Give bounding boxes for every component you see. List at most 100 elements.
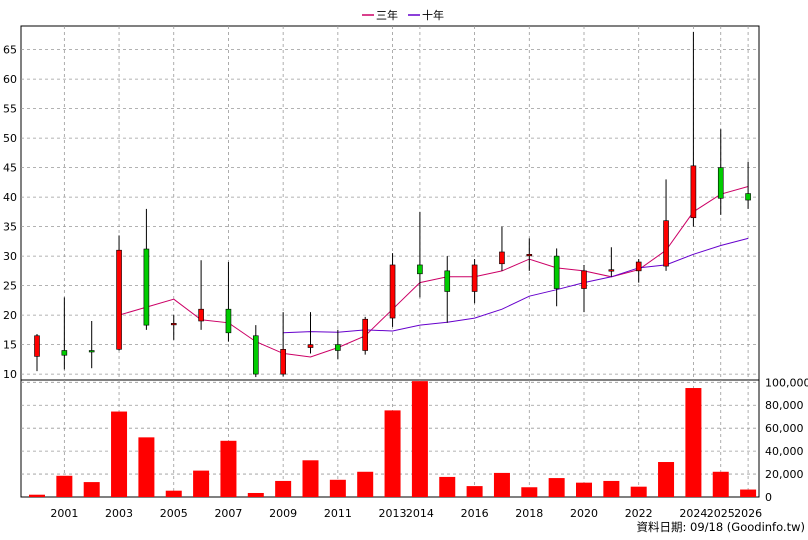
candle-body bbox=[389, 264, 396, 319]
volume-bar bbox=[220, 440, 237, 497]
x-tick-label: 2024 bbox=[679, 507, 707, 520]
candle-body bbox=[444, 270, 451, 292]
volume-y-axis: 0 20,000 40,000 60,000 80,000 100,000 bbox=[765, 376, 808, 504]
volume-bar bbox=[138, 437, 155, 497]
volume-bar bbox=[111, 411, 128, 497]
price-tick-label: 65 bbox=[3, 44, 17, 57]
volume-bar bbox=[411, 381, 428, 497]
candlesticks bbox=[34, 31, 751, 378]
volume-bar bbox=[603, 480, 620, 497]
volume-bar bbox=[193, 470, 210, 497]
price-grid bbox=[21, 26, 759, 380]
candle-body bbox=[61, 350, 68, 356]
volume-bar bbox=[275, 480, 292, 497]
x-tick-label: 2014 bbox=[406, 507, 434, 520]
volume-tick-label: 40,000 bbox=[765, 445, 804, 458]
x-tick-label: 2022 bbox=[625, 507, 653, 520]
x-tick-label: 2007 bbox=[214, 507, 242, 520]
candle-body bbox=[526, 254, 533, 257]
x-tick-label: 2003 bbox=[105, 507, 133, 520]
source-note: 資料日期: 09/18 (Goodinfo.tw) bbox=[636, 520, 805, 534]
candle-body bbox=[690, 165, 697, 219]
price-tick-label: 45 bbox=[3, 162, 17, 175]
ma-line-10yr bbox=[283, 237, 749, 334]
ma-line-3yr bbox=[118, 186, 749, 358]
price-tick-label: 35 bbox=[3, 221, 17, 234]
candle-body bbox=[143, 248, 150, 326]
candle-body bbox=[745, 193, 751, 201]
price-tick-label: 20 bbox=[3, 309, 17, 322]
candle-body bbox=[417, 264, 423, 275]
volume-bar bbox=[740, 489, 757, 497]
candle-body bbox=[225, 308, 232, 334]
moving-average-lines bbox=[118, 186, 749, 358]
price-tick-label: 50 bbox=[3, 132, 17, 145]
x-tick-label: 2011 bbox=[324, 507, 352, 520]
volume-bar bbox=[685, 388, 702, 497]
volume-bar bbox=[384, 410, 401, 497]
price-y-axis: 10 15 20 25 30 35 40 45 50 55 60 65 bbox=[3, 44, 17, 382]
candle-body bbox=[608, 269, 615, 272]
volume-tick-label: 60,000 bbox=[765, 422, 804, 435]
volume-tick-label: 80,000 bbox=[765, 399, 804, 412]
x-tick-label: 2018 bbox=[515, 507, 543, 520]
volume-bars bbox=[29, 381, 757, 497]
x-tick-label: 2013 bbox=[379, 507, 407, 520]
price-tick-label: 15 bbox=[3, 339, 17, 352]
candle-body bbox=[307, 344, 314, 348]
volume-bar bbox=[576, 482, 592, 497]
x-axis: 2001 2003 2005 2007 2009 2011 2013 2014 2016 2018… bbox=[50, 507, 762, 520]
candle-body bbox=[34, 335, 40, 357]
volume-bar bbox=[548, 478, 565, 497]
volume-bar bbox=[302, 460, 319, 497]
x-tick-label: 2020 bbox=[570, 507, 598, 520]
candle-body bbox=[88, 350, 95, 353]
legend-label-10yr: 十年 bbox=[422, 8, 444, 22]
volume-bar bbox=[712, 471, 729, 497]
x-tick-label: 2016 bbox=[461, 507, 489, 520]
volume-bar bbox=[630, 486, 647, 497]
x-tick-label: 2026 bbox=[734, 507, 762, 520]
candle-body bbox=[198, 308, 204, 322]
legend-label-3yr: 三年 bbox=[376, 8, 398, 22]
volume-bar bbox=[56, 475, 73, 497]
price-tick-label: 60 bbox=[3, 73, 17, 86]
candle-body bbox=[499, 251, 505, 265]
volume-bar bbox=[29, 494, 45, 497]
volume-bar bbox=[165, 490, 182, 497]
candle-body bbox=[635, 261, 642, 272]
volume-tick-label: 0 bbox=[765, 491, 772, 504]
candle-body bbox=[362, 318, 369, 351]
price-tick-label: 40 bbox=[3, 191, 17, 204]
price-tick-label: 25 bbox=[3, 280, 17, 293]
volume-bar bbox=[357, 471, 374, 497]
candle-body bbox=[663, 220, 669, 267]
volume-bar bbox=[247, 492, 264, 497]
volume-bar bbox=[658, 462, 675, 497]
volume-bar bbox=[466, 486, 483, 497]
candle-body bbox=[116, 249, 122, 350]
candle-body bbox=[253, 335, 259, 375]
x-tick-label: 2005 bbox=[160, 507, 188, 520]
volume-bar bbox=[83, 482, 100, 497]
volume-bar bbox=[439, 476, 456, 497]
candle-body bbox=[170, 323, 177, 326]
price-tick-label: 10 bbox=[3, 368, 17, 381]
candle-body bbox=[553, 255, 560, 289]
candle-body bbox=[581, 270, 587, 289]
volume-tick-label: 100,000 bbox=[765, 376, 808, 389]
price-tick-label: 30 bbox=[3, 250, 17, 263]
legend: 三年 十年 bbox=[362, 8, 444, 22]
candle-body bbox=[471, 264, 478, 292]
x-tick-label: 2025 bbox=[707, 507, 735, 520]
volume-bar bbox=[521, 487, 538, 497]
volume-bar bbox=[329, 479, 346, 497]
price-tick-label: 55 bbox=[3, 103, 17, 116]
volume-tick-label: 20,000 bbox=[765, 468, 804, 481]
x-tick-label: 2001 bbox=[50, 507, 78, 520]
candle-body bbox=[280, 349, 286, 375]
candle-body bbox=[335, 344, 341, 351]
candle-body bbox=[717, 167, 724, 199]
x-tick-label: 2009 bbox=[269, 507, 297, 520]
